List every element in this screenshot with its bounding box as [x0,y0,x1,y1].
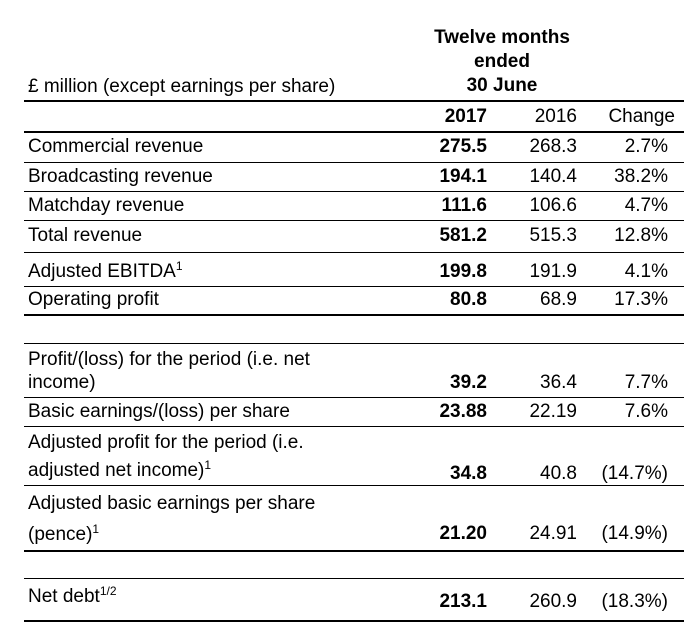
value-2016: 260.9 [529,591,577,612]
unit-label: £ million (except earnings per share) [28,76,336,97]
value-change: 12.8% [614,225,668,246]
value-2017: 39.2 [450,372,487,393]
row-rule [24,485,684,486]
value-2016: 268.3 [529,136,577,157]
value-2017: 275.5 [439,136,487,157]
value-2017: 23.88 [439,401,487,422]
value-2016: 140.4 [529,166,577,187]
value-2016: 24.91 [529,523,577,544]
value-change: 4.7% [624,195,668,216]
row-label: Adjusted EBITDA1 [28,260,408,283]
row-rule [24,252,684,253]
value-2017: 213.1 [439,591,487,612]
value-2017: 194.1 [439,166,487,187]
value-2016: 515.3 [529,225,577,246]
column-header-change: Change [608,106,675,127]
value-2017: 581.2 [439,225,487,246]
footnote-marker: 1 [92,522,100,536]
value-change: (14.9%) [601,523,668,544]
header-title-line-3: 30 June [466,75,538,96]
value-2017: 199.8 [439,261,487,282]
row-rule [24,426,684,427]
value-2016: 68.9 [540,289,577,310]
row-label: Matchday revenue [28,195,185,216]
section-rule [24,314,684,316]
value-change: 38.2% [614,166,668,187]
value-2017: 80.8 [450,289,487,310]
value-2017: 111.6 [441,195,487,216]
value-2016: 22.19 [529,401,577,422]
row-label: Profit/(loss) for the period (i.e. net i… [28,349,310,393]
value-change: (18.3%) [601,591,668,612]
row-label-text: Adjusted EBITDA [28,261,176,282]
row-rule [24,220,684,221]
row-rule [24,162,684,163]
table-bottom-rule [24,620,684,622]
value-change: 7.7% [624,372,668,393]
column-header-rule [24,131,684,133]
footnote-marker: 1 [204,458,212,472]
row-label: Total revenue [28,225,143,246]
row-label: Net debt1/2 [28,585,408,608]
footnote-marker: 1/2 [99,584,117,598]
header-title-line-1: Twelve months [434,27,570,48]
value-2017: 34.8 [450,463,487,484]
row-label-text: Adjusted basic earnings per share (pence… [28,493,316,545]
row-rule [24,191,684,192]
section-rule [24,578,684,579]
value-2016: 36.4 [540,372,577,393]
value-change: 4.1% [624,261,668,282]
header-title-line-2: ended [474,51,530,72]
value-2016: 191.9 [529,261,577,282]
row-label: Adjusted profit for the period (i.e. adj… [28,429,378,485]
row-label: Basic earnings/(loss) per share [28,401,290,422]
row-label-text: Adjusted profit for the period (i.e. adj… [28,432,304,481]
row-label: Commercial revenue [28,136,204,157]
row-label: Broadcasting revenue [28,166,213,187]
value-change: 7.6% [624,401,668,422]
value-2016: 106.6 [529,195,577,216]
row-rule [24,286,684,287]
value-2016: 40.8 [540,463,577,484]
value-change: (14.7%) [601,463,668,484]
value-change: 17.3% [614,289,668,310]
section-rule [24,343,684,344]
footnote-marker: 1 [175,259,183,273]
column-header-2016: 2016 [534,106,577,127]
section-rule [24,550,684,552]
row-label-text: Net debt [28,586,100,607]
header-rule [24,100,684,102]
value-2017: 21.20 [439,523,487,544]
row-rule [24,397,684,398]
column-header-2017: 2017 [444,106,487,127]
row-label: Adjusted basic earnings per share (pence… [28,488,378,550]
value-change: 2.7% [624,136,668,157]
row-label: Operating profit [28,289,159,310]
